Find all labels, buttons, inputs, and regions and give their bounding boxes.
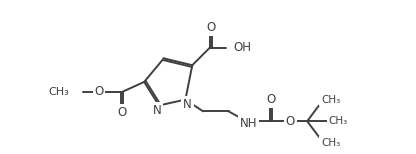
Text: N: N: [153, 104, 161, 117]
Text: CH₃: CH₃: [329, 116, 348, 126]
Text: O: O: [117, 106, 126, 119]
Text: OH: OH: [233, 41, 252, 54]
Text: O: O: [266, 93, 275, 106]
Text: CH₃: CH₃: [321, 95, 340, 105]
Text: NH: NH: [240, 117, 257, 130]
Text: O: O: [286, 115, 295, 128]
Text: N: N: [183, 98, 192, 111]
Text: O: O: [206, 21, 215, 34]
Text: CH₃: CH₃: [321, 138, 340, 148]
Text: CH₃: CH₃: [49, 87, 69, 97]
Text: O: O: [94, 85, 104, 98]
